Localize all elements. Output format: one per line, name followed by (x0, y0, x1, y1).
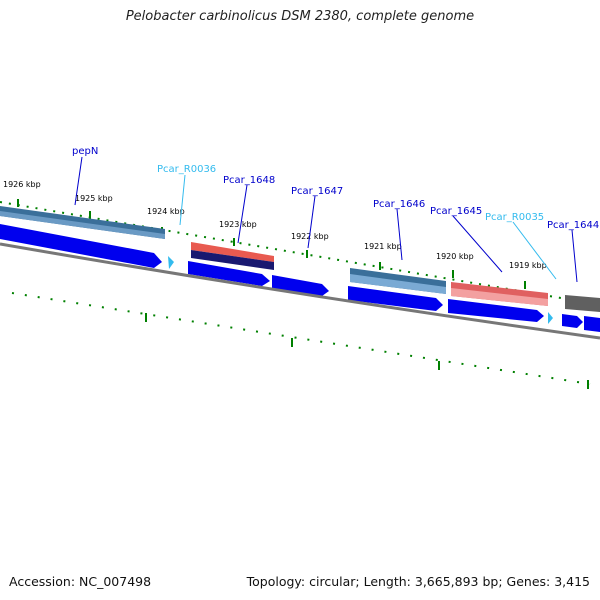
kbp-label: 1926 kbp (3, 180, 41, 189)
kbp-label: 1925 kbp (75, 194, 113, 203)
kbp-label: 1924 kbp (147, 207, 185, 216)
kbp-label: 1920 kbp (436, 252, 474, 261)
topology-text: Topology: circular; Length: 3,665,893 bp… (246, 574, 590, 589)
gene-label-pcar-r0036[interactable]: Pcar_R0036 (157, 164, 216, 175)
kbp-label: 1923 kbp (219, 220, 257, 229)
gene-labels: pepN Pcar_R0036 Pcar_1648 Pcar_1647 Pcar… (72, 146, 599, 231)
gene-label-pcar-1646[interactable]: Pcar_1646 (373, 199, 425, 210)
cds-arrow (584, 316, 600, 332)
rna-arrow-r0036 (168, 256, 174, 269)
cds-arrow (348, 286, 443, 311)
gene-feature-pcar-1648 (191, 242, 274, 262)
gene-track (0, 206, 600, 312)
tick-row-bottom (11, 292, 591, 389)
kbp-label: 1921 kbp (364, 242, 402, 251)
cds-track (0, 224, 600, 332)
gene-feature-pcar-1648-b (191, 250, 274, 270)
gene-label-pcar-r0035[interactable]: Pcar_R0035 (485, 212, 544, 223)
label-leader-lines (74, 156, 578, 283)
cds-arrow (448, 299, 544, 322)
rna-arrow-r0035 (548, 312, 553, 324)
cds-arrow (0, 224, 162, 268)
gene-feature-pcar-1644 (565, 295, 600, 312)
gene-label-pcar-1648[interactable]: Pcar_1648 (223, 175, 275, 186)
gene-label-pcar-1647[interactable]: Pcar_1647 (291, 186, 343, 197)
genome-backbone (0, 242, 600, 340)
gene-label-pcar-1645[interactable]: Pcar_1645 (430, 206, 482, 217)
gene-label-pepN[interactable]: pepN (72, 146, 98, 157)
cds-arrow (562, 314, 583, 328)
kbp-label: 1919 kbp (509, 261, 547, 270)
gene-label-pcar-1644[interactable]: Pcar_1644 (547, 220, 599, 231)
cds-arrow (188, 261, 270, 286)
map-title: Pelobacter carbinolicus DSM 2380, comple… (125, 9, 475, 24)
accession-text: Accession: NC_007498 (9, 574, 152, 589)
